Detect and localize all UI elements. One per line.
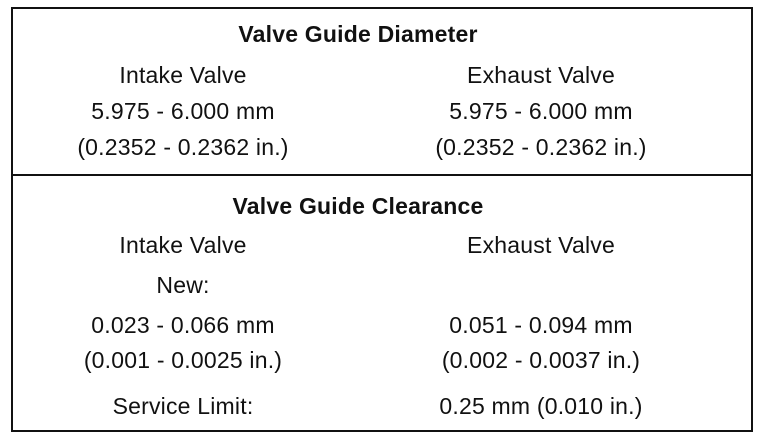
diameter-exhaust-metric: 5.975 - 6.000 mm [449,98,633,124]
clearance-exhaust-label: Exhaust Valve [467,232,615,258]
service-limit-value: 0.25 mm (0.010 in.) [439,393,643,419]
clearance-intake-label: Intake Valve [119,232,247,258]
valve-guide-spec-table: Valve Guide Diameter Intake Valve Exhaus… [11,7,753,432]
diameter-exhaust-imperial: (0.2352 - 0.2362 in.) [435,134,647,160]
diameter-intake-imperial: (0.2352 - 0.2362 in.) [77,134,289,160]
clearance-intake-metric: 0.023 - 0.066 mm [91,312,275,338]
service-limit-label: Service Limit: [112,393,254,419]
clearance-section-title: Valve Guide Clearance [232,193,484,219]
diameter-intake-label: Intake Valve [119,62,247,88]
section-divider [13,174,751,176]
clearance-intake-imperial: (0.001 - 0.0025 in.) [83,347,283,373]
clearance-exhaust-imperial: (0.002 - 0.0037 in.) [441,347,641,373]
clearance-exhaust-metric: 0.051 - 0.094 mm [449,312,633,338]
diameter-exhaust-label: Exhaust Valve [467,62,615,88]
diameter-intake-metric: 5.975 - 6.000 mm [91,98,275,124]
diameter-section-title: Valve Guide Diameter [238,21,478,47]
clearance-new-label: New: [156,272,210,298]
